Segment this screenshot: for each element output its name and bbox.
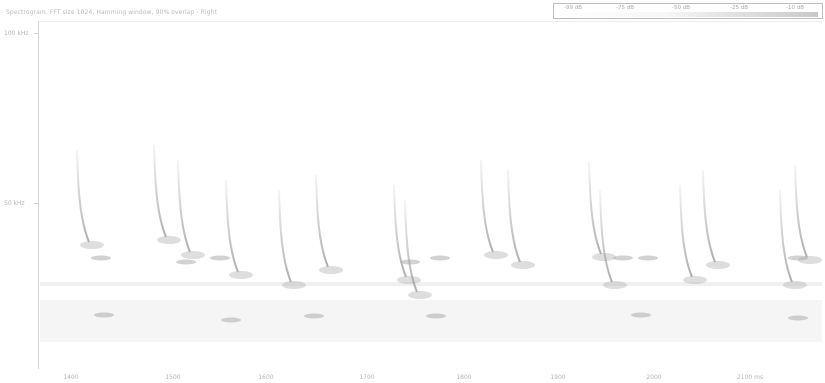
color-scale-legend: -99 dB -75 dB -50 dB -25 dB -10 dB (553, 3, 823, 19)
harmonic-fragment-10 (304, 313, 324, 319)
call-sweep-10 (588, 161, 602, 255)
call-tail-11 (603, 281, 627, 289)
harmonic-fragment-12 (631, 312, 651, 318)
y-axis-label-50: 50 kHz (4, 200, 25, 207)
call-sweep-8 (480, 159, 494, 253)
x-axis-label-2100: 2100 ms (736, 374, 764, 381)
call-tail-1 (157, 236, 181, 244)
x-axis-label-1400: 1400 (63, 374, 79, 381)
call-sweep-2 (177, 159, 191, 253)
call-tail-0 (80, 241, 104, 249)
x-axis-label-1600: 1600 (258, 374, 274, 381)
call-tail-13 (706, 261, 730, 269)
call-tail-5 (319, 266, 343, 274)
legend-label-4: -25 dB (730, 5, 748, 11)
harmonic-fragment-1 (176, 259, 196, 265)
call-sweep-0 (76, 149, 90, 243)
call-tail-9 (511, 261, 535, 269)
harmonic-fragment-4 (430, 255, 450, 261)
harmonic-fragment-13 (788, 315, 808, 321)
harmonic-fragment-3 (400, 259, 420, 265)
harmonic-fragment-0 (91, 255, 111, 261)
x-axis-label-1500: 1500 (165, 374, 181, 381)
legend-label-2: -75 dB (616, 5, 634, 11)
spectrogram-plot-area[interactable] (38, 21, 822, 369)
harmonic-fragment-6 (638, 255, 658, 261)
legend-label-1: -99 dB (564, 5, 582, 11)
call-tail-10 (592, 253, 616, 261)
legend-label-5: -10 dB (786, 5, 804, 11)
harmonic-fragment-5 (613, 255, 633, 261)
call-tail-3 (229, 271, 253, 279)
harmonic-fragment-9 (221, 317, 241, 323)
y-axis-label-100: 100 kHz (4, 30, 29, 37)
call-tail-6 (397, 276, 421, 284)
x-axis-label-1800: 1800 (456, 374, 472, 381)
call-sweep-11 (599, 189, 613, 283)
harmonic-fragment-8 (94, 312, 114, 318)
call-sweep-15 (794, 164, 808, 258)
legend-gradient-bar (558, 12, 818, 17)
call-tail-7 (408, 291, 432, 299)
call-sweep-14 (779, 189, 793, 283)
harmonic-fragment-2 (210, 255, 230, 261)
call-tail-12 (683, 276, 707, 284)
call-sweep-9 (507, 169, 521, 263)
call-tail-14 (783, 281, 807, 289)
call-tail-4 (282, 281, 306, 289)
call-sweep-1 (153, 144, 167, 238)
call-sweep-3 (225, 179, 239, 273)
x-axis-label-1900: 1900 (550, 374, 566, 381)
call-tail-2 (181, 251, 205, 259)
legend-label-3: -50 dB (672, 5, 690, 11)
y-tick-50 (34, 203, 38, 204)
harmonic-fragment-11 (426, 313, 446, 319)
call-sweep-6 (393, 184, 407, 278)
call-sweep-12 (679, 184, 693, 278)
harmonic-fragment-7 (788, 255, 808, 261)
call-sweep-5 (315, 174, 329, 268)
y-tick-100 (34, 33, 38, 34)
call-sweep-4 (278, 189, 292, 283)
x-axis-label-1700: 1700 (359, 374, 375, 381)
spectrogram-title: Spectrogram. FFT size 1024, Hamming wind… (6, 9, 218, 16)
call-sweep-13 (702, 169, 716, 263)
call-tail-8 (484, 251, 508, 259)
call-sweep-7 (404, 199, 418, 293)
x-axis-label-2000: 2000 (646, 374, 662, 381)
